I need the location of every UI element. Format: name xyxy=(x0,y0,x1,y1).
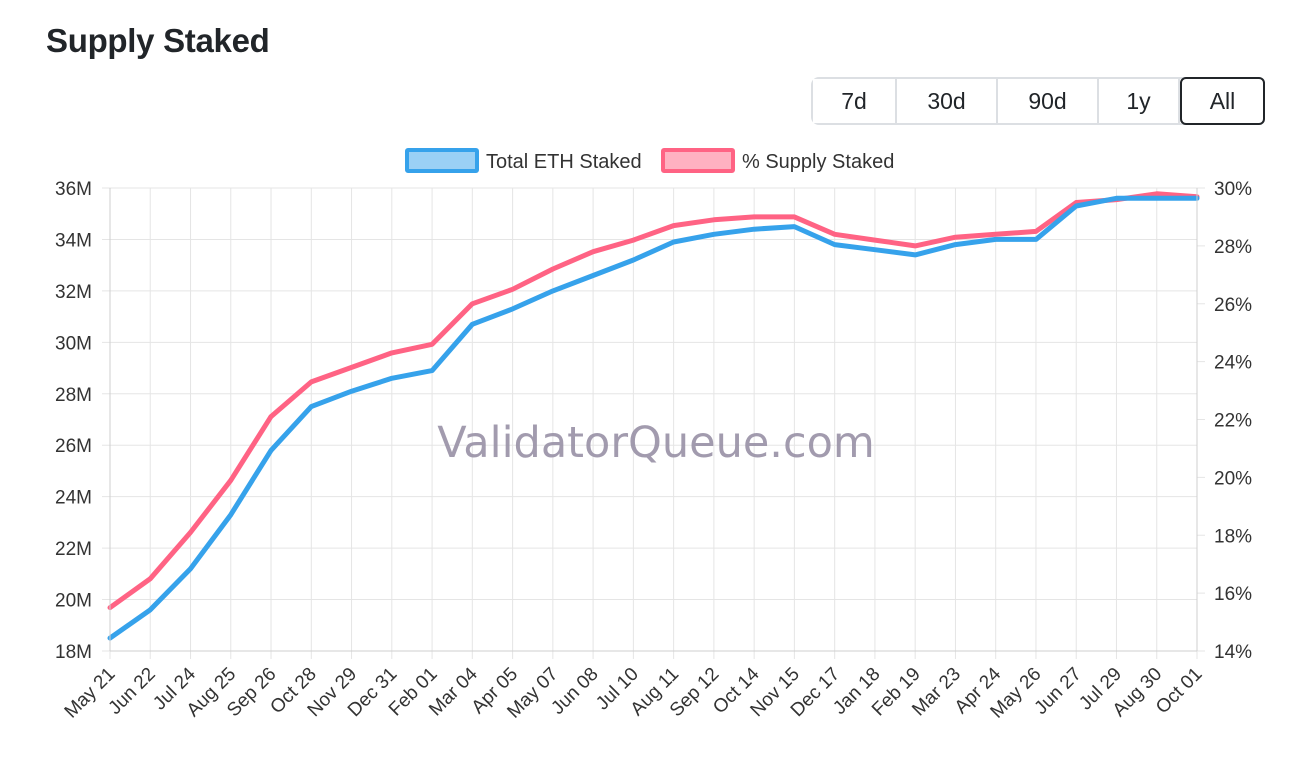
data-point-total-eth xyxy=(189,567,193,571)
data-point-total-eth xyxy=(591,273,595,277)
legend-swatch-total-eth[interactable] xyxy=(405,148,479,173)
data-point-total-eth xyxy=(672,240,676,244)
range-button-1y[interactable]: 1y xyxy=(1099,79,1180,123)
y-right-tick-label: 14% xyxy=(1214,642,1252,663)
data-point-total-eth xyxy=(350,389,354,393)
data-point-supply-pct xyxy=(229,478,233,482)
y-left-tick-label: 26M xyxy=(55,436,92,457)
data-point-supply-pct xyxy=(1034,229,1038,233)
data-point-total-eth xyxy=(712,232,716,236)
data-point-total-eth xyxy=(229,513,233,517)
range-button-7d[interactable]: 7d xyxy=(813,79,897,123)
y-left-tick-label: 24M xyxy=(55,488,92,509)
data-point-supply-pct xyxy=(833,232,837,236)
y-left-tick-label: 22M xyxy=(55,539,92,560)
data-point-total-eth xyxy=(1074,204,1078,208)
data-point-total-eth xyxy=(269,448,273,452)
data-point-supply-pct xyxy=(1155,192,1159,196)
data-point-total-eth xyxy=(148,608,152,612)
series-line-supply-pct xyxy=(107,191,1200,611)
x-tick-label: Oct 01 xyxy=(1152,664,1206,718)
data-point-total-eth xyxy=(390,376,394,380)
data-point-supply-pct xyxy=(712,218,716,222)
y-right-tick-label: 16% xyxy=(1214,584,1252,605)
data-point-total-eth xyxy=(1155,196,1159,200)
data-point-supply-pct xyxy=(430,342,434,346)
data-point-total-eth xyxy=(833,243,837,247)
data-point-total-eth xyxy=(873,248,877,252)
chart-legend[interactable]: Total ETH Staked % Supply Staked xyxy=(405,148,894,173)
data-point-supply-pct xyxy=(511,287,515,291)
data-point-total-eth xyxy=(1114,196,1118,200)
y-right-tick-label: 20% xyxy=(1214,468,1252,489)
page-title: Supply Staked xyxy=(46,22,270,59)
range-button-90d[interactable]: 90d xyxy=(998,79,1099,123)
data-point-total-eth xyxy=(309,405,313,409)
series-layer xyxy=(107,191,1200,641)
data-point-total-eth xyxy=(752,227,756,231)
data-point-total-eth xyxy=(551,289,555,293)
series-line-total-eth xyxy=(107,195,1200,641)
data-point-supply-pct xyxy=(1074,200,1078,204)
y-right-tick-label: 30% xyxy=(1214,179,1252,200)
data-point-total-eth xyxy=(1034,237,1038,241)
data-point-total-eth xyxy=(994,237,998,241)
legend-label-supply-pct[interactable]: % Supply Staked xyxy=(742,151,894,173)
y-left-tick-label: 18M xyxy=(55,642,92,663)
data-point-supply-pct xyxy=(913,244,917,248)
data-point-supply-pct xyxy=(189,530,193,534)
data-point-supply-pct xyxy=(350,365,354,369)
data-point-supply-pct xyxy=(591,250,595,254)
y-left-tick-label: 28M xyxy=(55,385,92,406)
y-left-tick-label: 36M xyxy=(55,179,92,200)
y-right-tick-label: 28% xyxy=(1214,237,1252,258)
data-point-total-eth xyxy=(430,369,434,373)
legend-swatch-supply-pct[interactable] xyxy=(661,148,735,173)
y-right-tick-label: 26% xyxy=(1214,295,1252,316)
y-right-tick-label: 18% xyxy=(1214,526,1252,547)
time-range-selector: 7d 30d 90d 1y All xyxy=(811,77,1265,125)
data-point-supply-pct xyxy=(269,415,273,419)
data-point-supply-pct xyxy=(470,302,474,306)
y-right-tick-label: 22% xyxy=(1214,411,1252,432)
data-point-supply-pct xyxy=(672,224,676,228)
watermark: ValidatorQueue.com xyxy=(437,418,875,468)
y-left-tick-label: 32M xyxy=(55,282,92,303)
data-point-total-eth xyxy=(470,322,474,326)
data-point-supply-pct xyxy=(752,215,756,219)
data-point-supply-pct xyxy=(309,380,313,384)
data-point-supply-pct xyxy=(953,235,957,239)
range-button-all[interactable]: All xyxy=(1180,77,1265,125)
x-tick-label: May 21 xyxy=(61,664,120,723)
data-point-total-eth xyxy=(631,258,635,262)
data-point-total-eth xyxy=(792,225,796,229)
y-right-tick-label: 24% xyxy=(1214,353,1252,374)
data-point-total-eth xyxy=(913,253,917,257)
data-point-supply-pct xyxy=(873,238,877,242)
data-point-supply-pct xyxy=(792,215,796,219)
data-point-total-eth xyxy=(953,243,957,247)
y-left-tick-label: 34M xyxy=(55,230,92,251)
y-left-tick-label: 30M xyxy=(55,333,92,354)
data-point-supply-pct xyxy=(148,577,152,581)
data-point-supply-pct xyxy=(551,267,555,271)
y-left-tick-label: 20M xyxy=(55,591,92,612)
range-button-30d[interactable]: 30d xyxy=(897,79,998,123)
data-point-supply-pct xyxy=(994,232,998,236)
data-point-total-eth xyxy=(511,307,515,311)
legend-label-total-eth[interactable]: Total ETH Staked xyxy=(486,151,642,173)
data-point-supply-pct xyxy=(631,238,635,242)
data-point-supply-pct xyxy=(390,351,394,355)
